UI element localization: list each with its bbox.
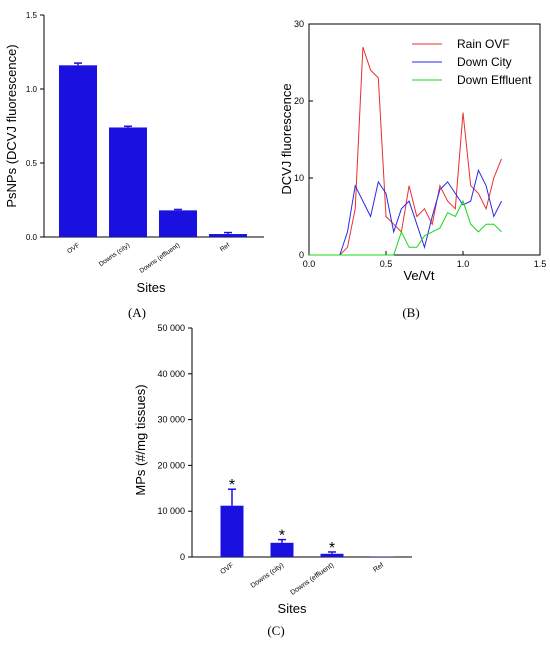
chart-panel-c: 0 10 000 20 000 30 000 40 000 50 000 * * * OVF D… [133, 323, 412, 638]
series-line [309, 46, 502, 256]
y-axis-title: DCVJ fluorescence [279, 83, 294, 194]
bar [220, 505, 244, 557]
y-axis-title: PsNPs (DCVJ fluorescence) [4, 44, 19, 207]
x-tick-label: Downs (effluent) [138, 242, 181, 275]
y-axis-title: MPs (#/mg tissues) [133, 384, 148, 495]
y-tick-label: 40 000 [157, 369, 185, 379]
x-tick-label: 1.0 [457, 259, 470, 269]
y-tick-label: 0 [180, 552, 185, 562]
x-tick-labels: OVF Downs (city) Downs (effluent) Ref [219, 562, 385, 597]
y-tick-label: 0 [299, 250, 304, 260]
x-tick-label: Ref [372, 562, 385, 574]
y-tick-label: 30 000 [157, 415, 185, 425]
bar [270, 542, 294, 557]
significance-marker: * [329, 540, 335, 557]
x-tick-label: Downs (city) [250, 562, 286, 590]
x-tick-label: Ref [219, 242, 231, 254]
y-tick-label: 1.0 [26, 85, 38, 94]
x-tick-label: OVF [219, 562, 235, 576]
bar [159, 210, 197, 237]
x-tick-label: 0.0 [303, 259, 316, 269]
y-tick-label: 10 [294, 173, 304, 183]
legend-label: Down Effluent [457, 73, 532, 87]
legend: Rain OVF Down City Down Effluent [412, 37, 532, 87]
y-tick-label: 30 [294, 19, 304, 29]
x-tick-label: Downs (city) [98, 242, 131, 268]
significance-marker: * [229, 477, 235, 494]
bar [320, 553, 344, 557]
y-tick-label: 20 [294, 96, 304, 106]
legend-label: Rain OVF [457, 37, 510, 51]
y-ticks: 0.0 0.5 1.0 1.5 [26, 11, 44, 242]
legend-label: Down City [457, 55, 512, 69]
x-axis-title: Sites [137, 280, 166, 295]
bar [109, 127, 147, 237]
series-lines [309, 46, 502, 256]
x-tick-label: Downs (effluent) [289, 562, 335, 597]
y-tick-label: 0.5 [26, 159, 38, 168]
x-tick-label: OVF [66, 242, 81, 255]
y-tick-label: 20 000 [157, 460, 185, 470]
bar [209, 234, 247, 237]
bars [59, 62, 247, 237]
panel-label-b: (B) [402, 305, 419, 320]
chart-panel-a: 0.0 0.5 1.0 1.5 OVF Downs (city) Downs (efflu… [4, 11, 264, 320]
x-tick-label: 1.5 [534, 259, 547, 269]
axis-ticks: 0.0 0.5 1.0 1.5 0 10 20 30 [294, 19, 546, 269]
chart-panel-b: 0.0 0.5 1.0 1.5 0 10 20 30 Rain OVF Down City Dow… [279, 19, 546, 320]
panel-label-c: (C) [267, 623, 284, 638]
bar [59, 65, 97, 237]
y-tick-label: 10 000 [157, 506, 185, 516]
bars: * * * [220, 477, 394, 557]
y-ticks: 0 10 000 20 000 30 000 40 000 50 000 [157, 323, 192, 562]
x-tick-label: 0.5 [380, 259, 393, 269]
x-axis-title: Ve/Vt [403, 268, 434, 283]
y-tick-label: 0.0 [26, 233, 38, 242]
y-tick-label: 1.5 [26, 11, 38, 20]
x-axis-title: Sites [278, 601, 307, 616]
series-line [309, 168, 502, 256]
x-tick-labels: OVF Downs (city) Downs (effluent) Ref [66, 242, 231, 275]
significance-marker: * [279, 528, 285, 545]
y-tick-label: 50 000 [157, 323, 185, 333]
plot-frame [308, 23, 541, 256]
series-line [309, 199, 502, 256]
panel-label-a: (A) [128, 305, 146, 320]
